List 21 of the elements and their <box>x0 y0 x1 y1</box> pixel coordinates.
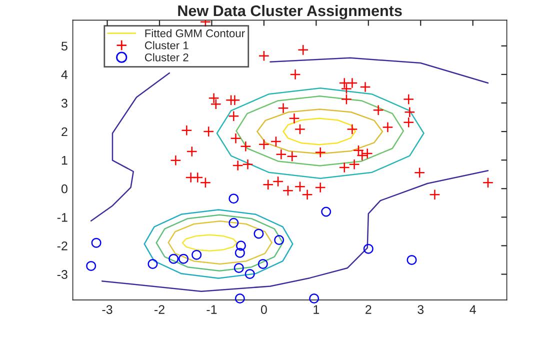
x-tick-label: -2 <box>154 305 164 314</box>
y-tick-label: -1 <box>57 213 68 222</box>
legend-label: Cluster 1 <box>144 41 188 50</box>
x-tick-label: -1 <box>206 305 217 314</box>
chart-title: New Data Cluster Assignments <box>178 4 402 20</box>
y-tick-label: -2 <box>57 242 68 250</box>
x-tick-label: 3 <box>418 305 424 314</box>
y-tick-label: 3 <box>61 98 68 108</box>
y-tick-label: 5 <box>61 42 68 51</box>
legend-label: Fitted GMM Contour <box>145 29 245 38</box>
y-tick-label: 0 <box>61 184 68 194</box>
y-tick-label: 2 <box>62 127 68 136</box>
y-tick-label: 1 <box>62 156 68 165</box>
x-tick-label: -3 <box>102 305 112 314</box>
x-tick-label: 0 <box>260 305 267 314</box>
y-tick-label: -3 <box>57 270 68 279</box>
x-tick-label: 2 <box>366 305 372 314</box>
x-tick-label: 4 <box>470 305 476 314</box>
x-tick-label: 1 <box>314 305 320 314</box>
legend-label: Cluster 2 <box>144 53 188 62</box>
y-tick-label: 4 <box>61 70 68 79</box>
